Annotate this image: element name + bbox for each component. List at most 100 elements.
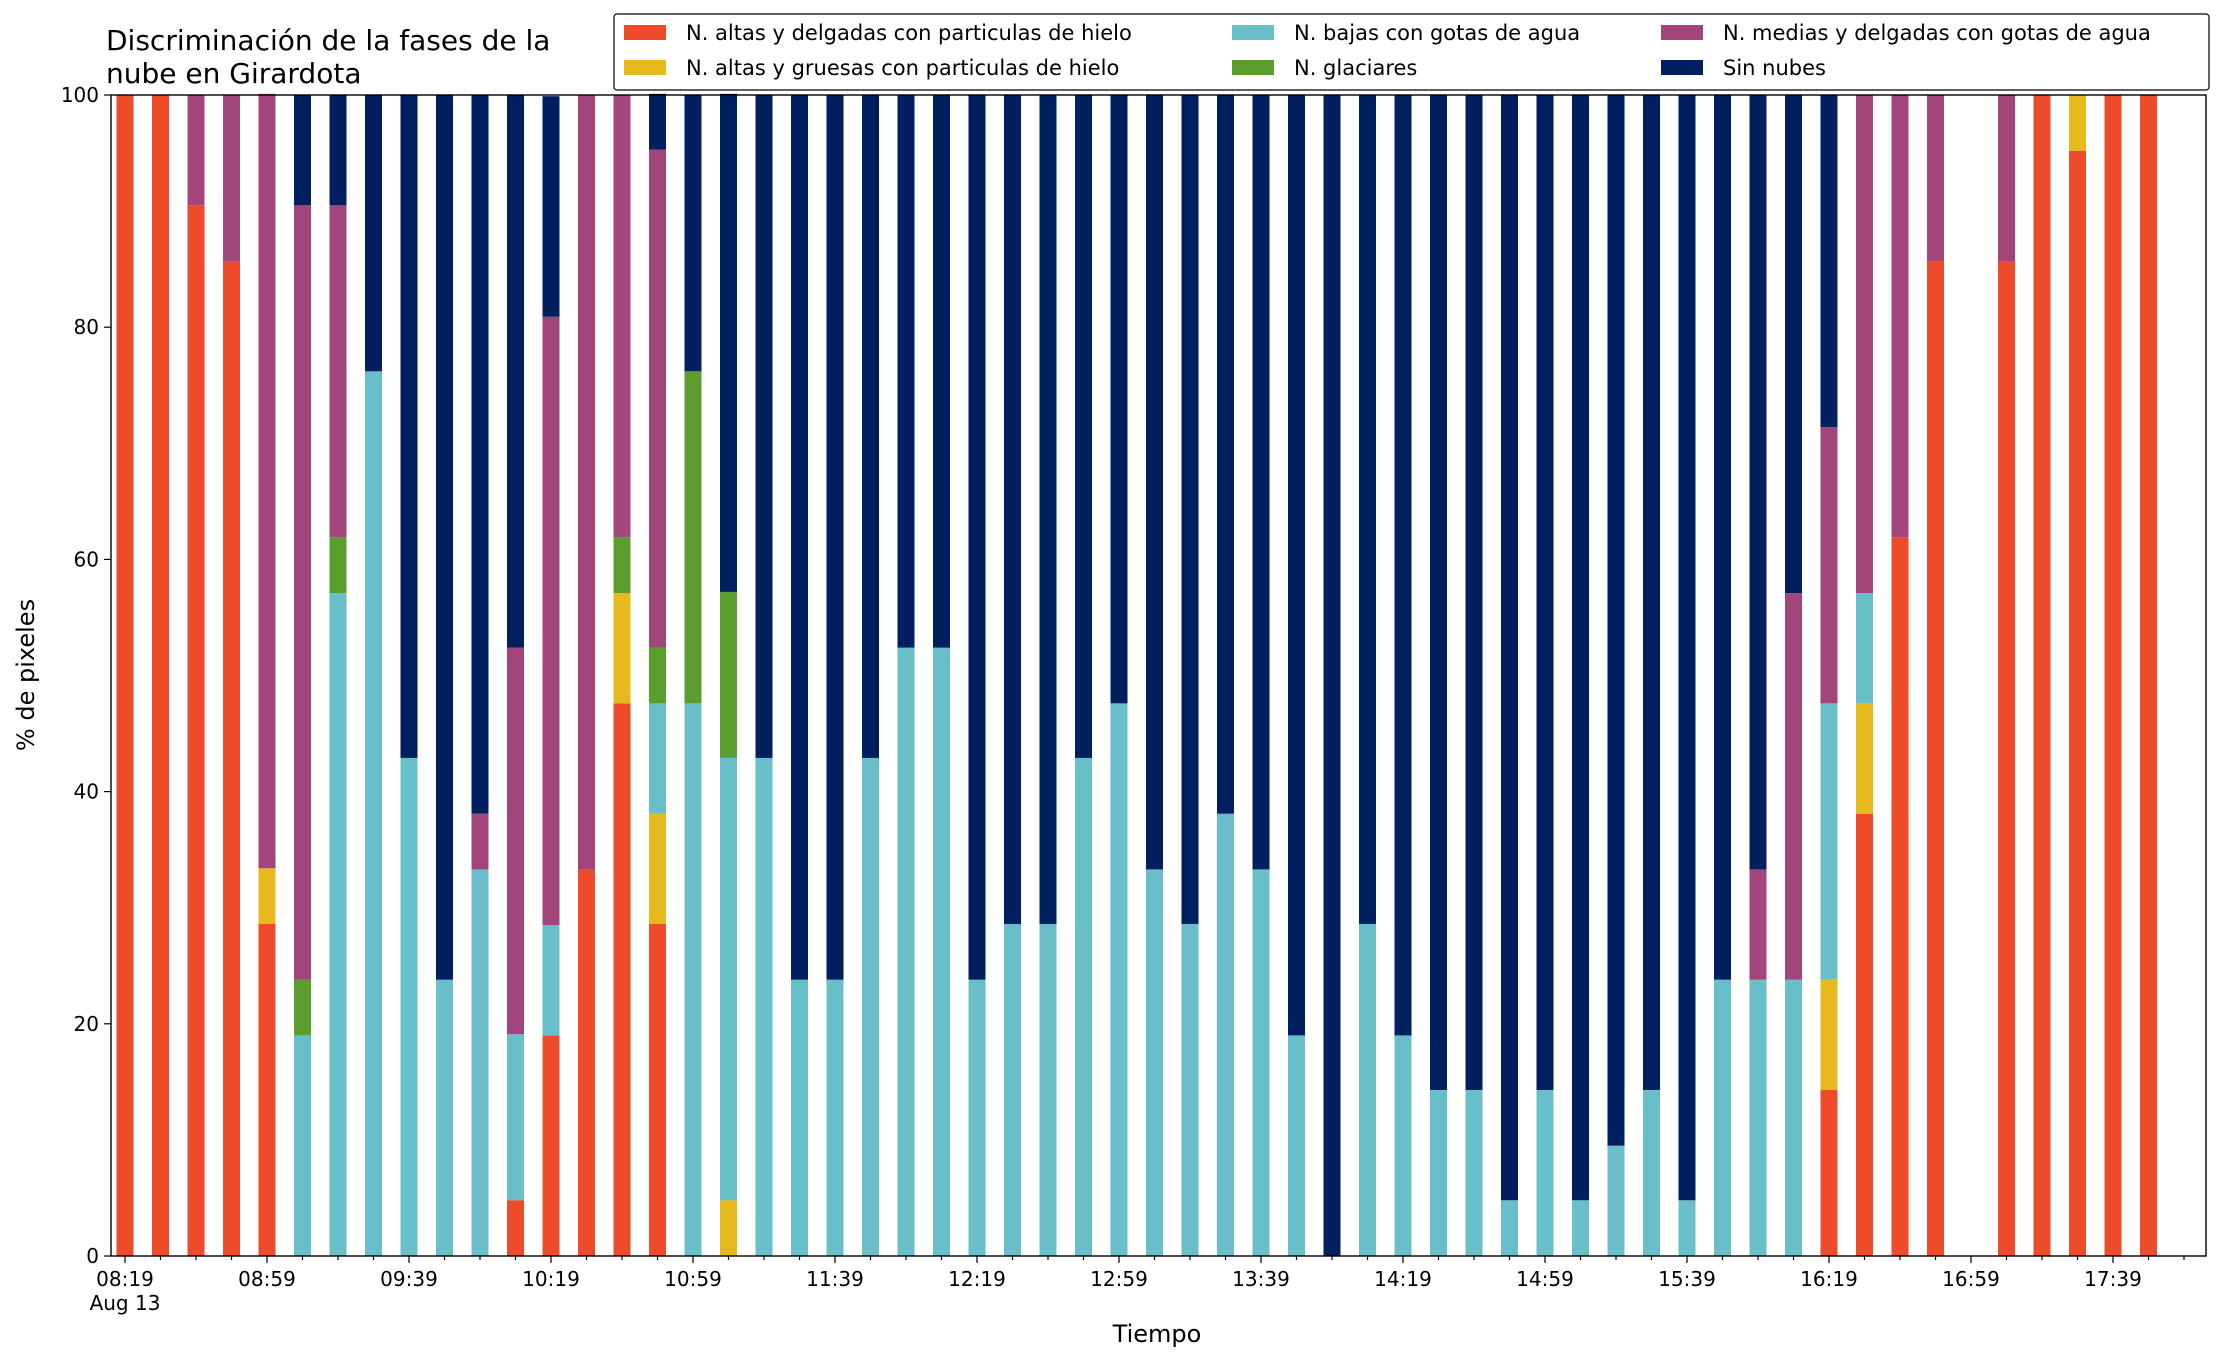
x-tick-label: 15:39 <box>1658 1267 1716 1291</box>
bar-segment <box>1465 95 1483 1090</box>
bar-segment <box>507 95 524 648</box>
bar-segment <box>471 95 489 814</box>
x-tick-label: 12:19 <box>948 1267 1006 1291</box>
y-tick-label: 60 <box>74 547 99 571</box>
bar-segment <box>1394 95 1412 1036</box>
chart-title: nube en Girardota <box>106 57 361 90</box>
bar-segment <box>1288 95 1305 1036</box>
bar-segment <box>507 1034 524 1201</box>
bar-segment <box>1146 869 1163 1256</box>
bar-segment <box>1856 813 1873 1256</box>
bar-segment <box>507 647 524 1035</box>
bar-segment <box>152 95 169 1256</box>
bar-segment <box>720 1200 737 1256</box>
bar-segment <box>542 316 560 926</box>
bar-segment <box>755 757 773 1256</box>
bar-segment <box>933 95 950 648</box>
bar-segment <box>1359 923 1376 1256</box>
bar-segment <box>542 925 560 1036</box>
bar-segment <box>968 979 986 1256</box>
bar-segment <box>542 1035 560 1256</box>
bar-segment <box>329 205 347 538</box>
bar-segment <box>1039 923 1057 1256</box>
bar-segment <box>649 813 666 924</box>
bar-segment <box>1004 95 1021 924</box>
bar-segment <box>400 757 418 1256</box>
bar-segment <box>116 95 134 1256</box>
bar-segment <box>329 537 347 594</box>
bar-segment <box>684 371 702 704</box>
y-tick-label: 0 <box>86 1244 99 1268</box>
bar-segment <box>1998 95 2015 262</box>
y-tick-label: 100 <box>61 83 99 107</box>
x-tick-label: 10:19 <box>522 1267 580 1291</box>
legend-label: N. altas y gruesas con particulas de hie… <box>686 56 1119 80</box>
bar-segment <box>365 371 382 1256</box>
bar-segment <box>1075 95 1092 758</box>
x-tick-label: 16:59 <box>1942 1267 2000 1291</box>
bar-segment <box>2069 150 2086 1256</box>
bar-segment <box>1927 95 1944 262</box>
bar-segment <box>329 95 347 206</box>
bar-segment <box>507 1200 524 1256</box>
legend-swatch <box>1661 25 1703 40</box>
bar-segment <box>1785 95 1802 594</box>
bar-segment <box>1252 95 1270 870</box>
bar-segment <box>400 95 418 758</box>
bar-segment <box>1430 1089 1447 1256</box>
bar-segment <box>294 205 311 980</box>
bar-segment <box>1110 95 1128 704</box>
plot-frame <box>110 94 2207 1257</box>
x-tick-label: 11:39 <box>806 1267 864 1291</box>
bar-segment <box>258 923 276 1256</box>
bar-segment <box>2140 95 2157 1256</box>
bar-segment <box>649 703 666 814</box>
bar-segment <box>649 923 666 1256</box>
bar-segment <box>1820 95 1838 428</box>
bar-segment <box>223 95 240 262</box>
bar-segment <box>1181 923 1199 1256</box>
bar-segment <box>258 868 276 924</box>
legend-box <box>613 13 2210 91</box>
bar-segment <box>649 149 666 648</box>
x-tick-label: 08:59 <box>238 1267 296 1291</box>
bar-segment <box>2069 95 2086 151</box>
bar-segment <box>1820 427 1838 704</box>
bar-segment <box>187 205 205 1256</box>
bar-segment <box>258 93 276 869</box>
bar-segment <box>1039 95 1057 924</box>
bar-segment <box>613 95 631 538</box>
bar-segment <box>720 93 737 592</box>
x-tick-label: 08:19 <box>96 1267 154 1291</box>
bar-segment <box>1820 703 1838 980</box>
bar-segment <box>1572 95 1589 1201</box>
bar-segment <box>1146 95 1163 870</box>
x-tick-label: 14:59 <box>1516 1267 1574 1291</box>
y-tick-label: 80 <box>74 315 99 339</box>
legend-label: N. bajas con gotas de agua <box>1294 21 1580 45</box>
bar-segment <box>1856 95 1873 594</box>
bar-segment <box>1501 1200 1518 1256</box>
bar-segment <box>436 95 453 980</box>
x-tick-label: 13:39 <box>1232 1267 1290 1291</box>
bar-segment <box>1643 95 1660 1090</box>
bar-segment <box>578 869 595 1256</box>
bar-segment <box>684 95 702 372</box>
bar-segment <box>649 93 666 150</box>
x-tick-label: 14:19 <box>1374 1267 1432 1291</box>
bar-segment <box>1998 261 2015 1256</box>
bar-segment <box>1075 757 1092 1256</box>
bar-segment <box>1856 593 1873 704</box>
bar-segment <box>1856 703 1873 814</box>
bar-segment <box>2104 95 2122 1256</box>
bar-segment <box>2033 95 2051 1256</box>
bar-segment <box>1785 979 1802 1256</box>
bar-segment <box>294 979 311 1036</box>
bar-segment <box>1501 95 1518 1201</box>
bar-segment <box>897 647 915 1256</box>
bar-segment <box>1714 95 1731 980</box>
bar-segment <box>1536 1089 1554 1256</box>
bar-segment <box>1891 537 1909 1256</box>
bar-segment <box>1465 1089 1483 1256</box>
